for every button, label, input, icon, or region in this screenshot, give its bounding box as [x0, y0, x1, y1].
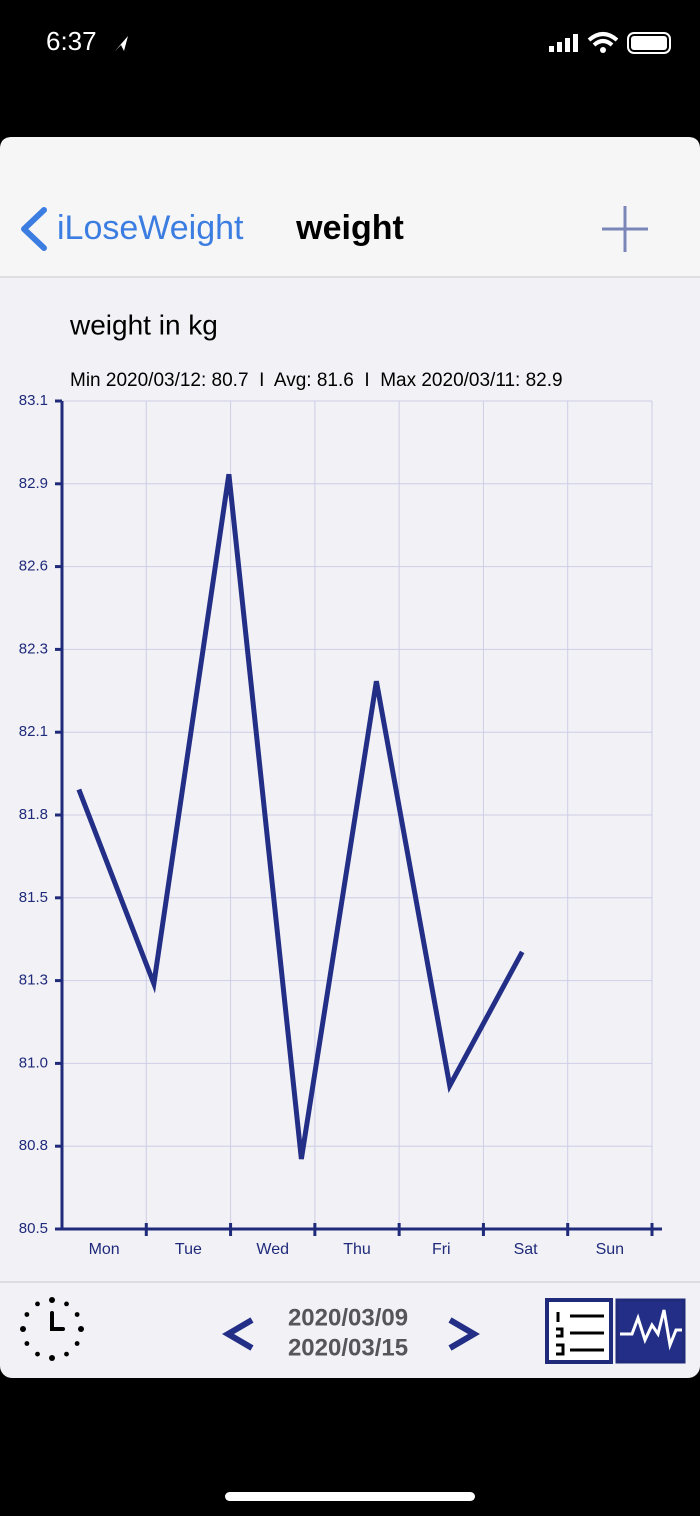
signal-icon [549, 34, 578, 52]
clock-dot [49, 1297, 55, 1303]
next-button[interactable] [448, 1317, 480, 1351]
clock-icon[interactable] [50, 1311, 65, 1331]
clock-dot [20, 1326, 26, 1332]
x-tick-label: Mon [89, 1241, 120, 1258]
add-button[interactable] [602, 206, 648, 252]
clock-dot [24, 1312, 30, 1317]
chart-subtitle: Min 2020/03/12: 80.7 I Avg: 81.6 I Max 2… [70, 370, 563, 391]
wifi-dot [600, 47, 606, 53]
y-tick-label: 80.5 [19, 1220, 48, 1237]
list-icon[interactable] [545, 1298, 613, 1364]
y-tick-label: 82.6 [19, 558, 48, 575]
date-to: 2020/03/15 [288, 1334, 408, 1361]
clock-dot [64, 1351, 69, 1357]
plot: 80.5 80.8 81.0 81.3 81.5 81.8 82.1 82.3 82.6 82.9… [19, 392, 662, 1258]
weight-line [76, 473, 525, 1160]
y-tick-label: 82.1 [19, 723, 48, 740]
y-tick-label: 81.5 [19, 889, 48, 906]
clock-dot [74, 1312, 80, 1317]
clock-dot [74, 1341, 80, 1346]
nav-bar [0, 137, 700, 277]
nav-title: weight [295, 209, 404, 247]
prev-button[interactable] [222, 1317, 254, 1351]
battery [627, 32, 671, 54]
clock-dot [35, 1301, 40, 1307]
y-tick-label: 81.0 [19, 1054, 48, 1071]
x-tick-label: Sat [514, 1241, 539, 1258]
location-icon [115, 36, 128, 51]
y-tick-label: 83.1 [19, 392, 48, 409]
x-tick-label: Sun [596, 1241, 624, 1258]
chart-title: weight in kg [69, 309, 218, 340]
back-chevron[interactable] [21, 207, 47, 251]
clock-dot [49, 1355, 55, 1361]
clock-dot [78, 1326, 84, 1332]
status-time: 6:37 [46, 26, 97, 56]
date-from: 2020/03/09 [288, 1304, 408, 1331]
clock-dots [20, 1297, 84, 1361]
card [0, 137, 700, 1378]
chart-icon[interactable] [615, 1298, 686, 1364]
wifi-icon [587, 32, 619, 47]
clock-dot [24, 1341, 30, 1346]
y-tick-label: 82.3 [19, 640, 48, 657]
x-tick-label: Thu [343, 1241, 371, 1258]
clock-dot [64, 1301, 69, 1307]
y-tick-label: 80.8 [19, 1137, 48, 1154]
x-tick-label: Tue [175, 1241, 202, 1258]
y-tick-label: 81.3 [19, 972, 48, 989]
clock-dot [35, 1351, 40, 1357]
x-tick-label: Fri [432, 1241, 451, 1258]
home-indicator [225, 1492, 475, 1501]
y-tick-label: 81.8 [19, 806, 48, 823]
battery-level [631, 36, 667, 50]
y-tick-label: 82.9 [19, 475, 48, 492]
back-button[interactable]: iLoseWeight [57, 209, 244, 247]
x-tick-label: Wed [256, 1241, 289, 1258]
